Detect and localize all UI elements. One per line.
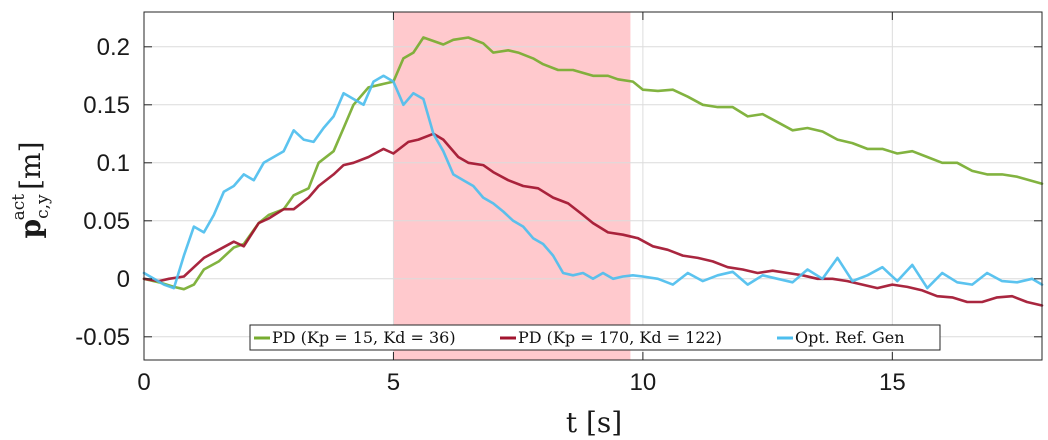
y-axis-title-sub: c,y bbox=[33, 194, 53, 219]
y-tick-label-3: 0.1 bbox=[97, 150, 130, 177]
legend-label-2: Opt. Ref. Gen bbox=[795, 328, 905, 347]
x-tick-label-2: 10 bbox=[630, 369, 657, 396]
y-tick-label-1: 0 bbox=[117, 266, 130, 293]
y-axis-title-main: p bbox=[14, 219, 47, 239]
y-tick-label-2: 0.05 bbox=[83, 208, 130, 235]
legend: PD (Kp = 15, Kd = 36) PD (Kp = 170, Kd =… bbox=[250, 325, 940, 350]
x-tick-label-3: 15 bbox=[879, 369, 906, 396]
legend-label-0: PD (Kp = 15, Kd = 36) bbox=[272, 328, 456, 347]
y-tick-label-5: 0.2 bbox=[97, 34, 130, 61]
x-tick-label-0: 0 bbox=[137, 369, 150, 396]
x-axis-title: t [s] bbox=[566, 406, 622, 439]
legend-label-1: PD (Kp = 170, Kd = 122) bbox=[518, 328, 722, 347]
y-axis-title-sup: act bbox=[9, 194, 29, 221]
y-axis-title: pc,yact [m] bbox=[9, 141, 53, 238]
x-tick-label-1: 5 bbox=[387, 369, 400, 396]
y-tick-label-0: -0.05 bbox=[75, 324, 130, 351]
y-axis-title-unit: [m] bbox=[14, 141, 47, 189]
highlight-region bbox=[393, 12, 630, 360]
y-tick-label-4: 0.15 bbox=[83, 92, 130, 119]
highlight-band bbox=[393, 12, 630, 360]
